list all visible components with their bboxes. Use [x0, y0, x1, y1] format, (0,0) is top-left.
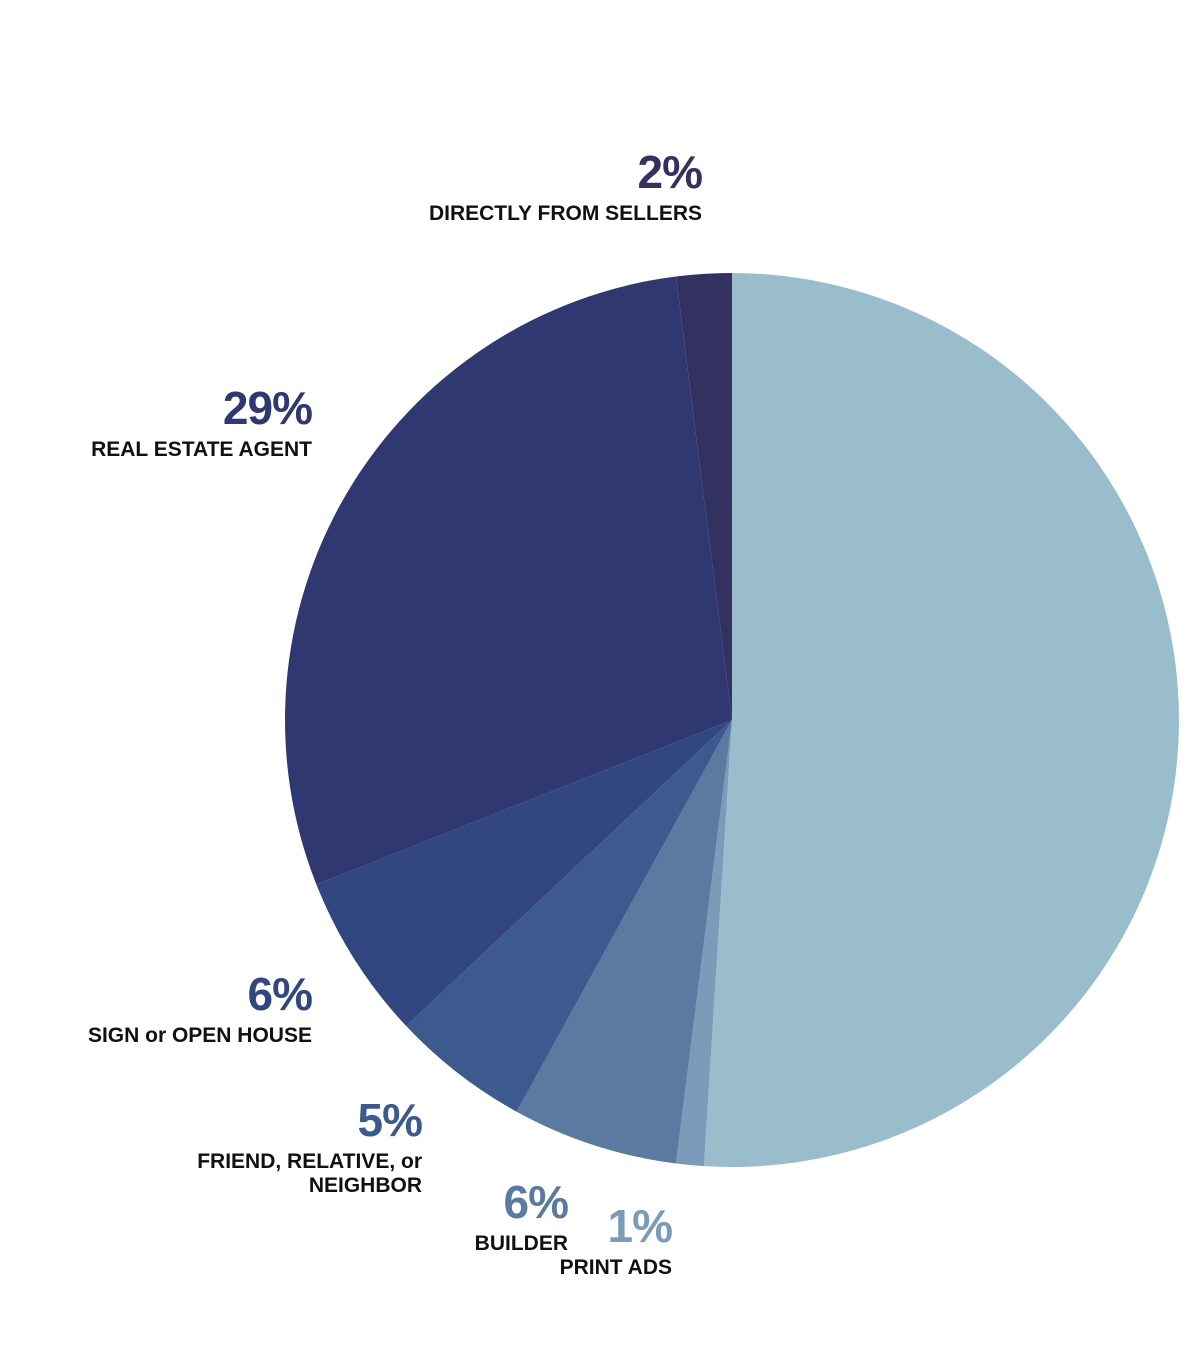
- name-label-friend-relative-neighbor: FRIEND, RELATIVE, or NEIGHBOR: [197, 1150, 422, 1197]
- pct-label-directly-from-sellers: 2%: [637, 146, 703, 198]
- name-label-directly-from-sellers: DIRECTLY FROM SELLERS: [428, 202, 702, 225]
- name-label-sign-or-open-house: SIGN or OPEN HOUSE: [87, 1024, 312, 1047]
- slice-label-print-ads: 1% PRINT ADS: [559, 1200, 673, 1280]
- slice-builder: [516, 720, 732, 1164]
- slice-sign-or-open-house: [316, 720, 732, 1026]
- pct-label-print-ads: 1%: [607, 1200, 673, 1252]
- slice-print-ads: [675, 720, 732, 1167]
- slice-label-sign-or-open-house: 6% SIGN or OPEN HOUSE: [87, 968, 313, 1048]
- name-label-builder: BUILDER: [474, 1232, 568, 1255]
- pct-label-real-estate-agent: 29%: [222, 382, 313, 434]
- slice-label-directly-from-sellers: 2% DIRECTLY FROM SELLERS: [428, 146, 703, 226]
- name-label-print-ads: PRINT ADS: [559, 1256, 672, 1279]
- slice-label-real-estate-agent: 29% REAL ESTATE AGENT: [91, 382, 313, 462]
- slice-label-friend-relative-neighbor: 5% FRIEND, RELATIVE, or NEIGHBOR: [162, 1094, 423, 1198]
- slice-directly-from-sellers: [675, 273, 732, 720]
- pct-label-sign-or-open-house: 6%: [247, 968, 313, 1020]
- name-label-real-estate-agent: REAL ESTATE AGENT: [91, 438, 312, 461]
- pct-label-builder: 6%: [503, 1176, 569, 1228]
- slice-real-estate-agent: [284, 276, 732, 885]
- slice-main: [703, 273, 1179, 1167]
- slice-friend-relative-neighbor: [406, 720, 732, 1112]
- slice-label-builder: 6% BUILDER: [474, 1176, 569, 1256]
- pct-label-friend-relative-neighbor: 5%: [357, 1094, 423, 1146]
